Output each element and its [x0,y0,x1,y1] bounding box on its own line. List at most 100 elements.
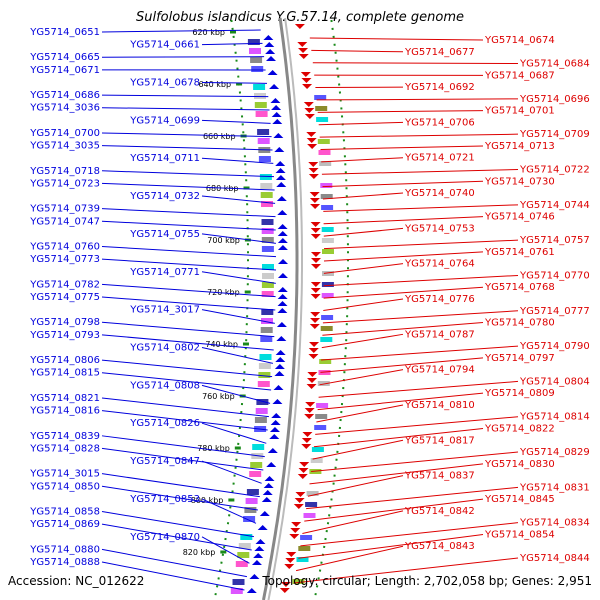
content-block [258,372,271,378]
forward-gene-arrow [273,133,284,138]
leader-line-right [321,169,519,175]
content-block [260,336,273,342]
leader-line-left [201,119,271,124]
reverse-gene-arrow [279,588,290,593]
content-block [303,513,316,518]
forward-gene-arrow [276,336,287,341]
forward-gene-arrow [277,301,288,306]
leader-line-right [323,274,519,287]
forward-gene-arrow [273,385,284,390]
forward-gene-arrow [277,259,288,264]
reverse-gene-arrow [291,522,302,527]
leader-line-right [304,498,484,522]
content-block [240,534,253,540]
gene-label-left: YG5714_0870 [129,532,200,543]
leader-line-left [201,309,275,324]
gene-label-right: YG5714_0822 [484,424,555,435]
gene-label-right: YG5714_0817 [404,435,475,446]
content-block [292,579,305,584]
forward-gene-arrow [266,56,276,61]
forward-gene-arrow [277,294,288,299]
gene-label-right: YG5714_0831 [519,482,590,493]
gene-label-right: YG5714_0810 [404,400,475,411]
content-block [261,318,273,324]
reverse-gene-arrow [298,54,309,59]
content-block [246,489,259,495]
forward-gene-arrow [272,399,283,404]
content-block [315,106,328,111]
leader-line-left [201,233,276,244]
gene-label-left: YG5714_0686 [29,90,100,101]
content-block [235,561,248,567]
forward-gene-arrow [277,224,288,229]
content-block [261,228,274,234]
forward-genes [246,35,288,593]
leader-line-right [313,428,484,448]
forward-gene-arrow [261,497,272,502]
leader-line-right [315,416,519,435]
gene-label-right: YG5714_0844 [519,553,590,564]
reverse-gene-arrow [280,582,291,587]
forward-gene-arrow [246,588,257,593]
leader-line-left [101,435,265,458]
gene-label-left: YG5714_0839 [29,431,100,442]
leader-line-left [201,460,262,484]
gene-label-left: YG5714_0711 [129,153,200,164]
leader-line-left [201,536,250,564]
gene-label-right: YG5714_0740 [404,188,475,199]
gene-label-left: YG5714_0826 [129,418,200,429]
content-block [257,381,270,387]
leader-line-right [316,98,519,101]
gene-label-right: YG5714_0744 [519,200,590,211]
gene-label-left: YG5714_0821 [29,393,100,404]
leader-line-left [101,283,276,298]
kbp-tick [234,446,241,450]
forward-gene-arrow [259,511,270,516]
content-block [260,327,273,333]
leader-line-left [101,170,275,178]
backbone-inner [262,17,299,600]
gene-label-right: YG5714_0794 [404,365,475,376]
forward-gene-arrow [270,420,281,425]
content-block [321,282,334,287]
content-block [298,546,311,551]
forward-gene-arrow [277,245,288,250]
gene-label-left: YG5714_0718 [29,166,100,177]
content-block [319,161,332,166]
reverse-gene-arrow [301,78,312,83]
content-block [306,491,319,496]
content-block [319,359,332,364]
leader-line-left [101,132,272,138]
leader-line-right [320,357,484,373]
reverse-gene-arrow [310,282,321,287]
gene-label-right: YG5714_0768 [484,282,555,293]
leader-line-right [322,322,484,336]
reverse-gene-arrow [310,294,321,299]
content-block [322,249,334,254]
forward-gene-arrow [270,98,281,103]
content-block [253,84,266,90]
reverse-gene-arrow [304,114,315,119]
gene-label-left: YG5714_0739 [29,204,100,215]
gene-label-left: YG5714_0661 [129,40,200,51]
content-block [305,502,318,507]
content-block [257,138,270,144]
reverse-gene-arrow [308,354,319,359]
content-block [318,150,331,155]
gene-label-right: YG5714_0701 [484,106,555,117]
forward-gene-arrow [277,210,288,215]
content-block [258,363,271,369]
gene-label-right: YG5714_0842 [404,506,475,517]
leader-line-left [201,384,271,404]
leader-line-left [101,94,269,98]
gene-label-right: YG5714_0776 [404,294,475,305]
reverse-gene-arrow [309,192,320,197]
reverse-gene-arrow [306,138,317,143]
forward-gene-arrow [275,161,286,166]
reverse-gene-arrow [308,348,319,353]
content-block [254,93,266,99]
leader-line-right [295,545,404,572]
kbp-label: 620 kbp [192,28,225,37]
leader-line-left [201,271,276,284]
leader-line-left [101,208,276,218]
